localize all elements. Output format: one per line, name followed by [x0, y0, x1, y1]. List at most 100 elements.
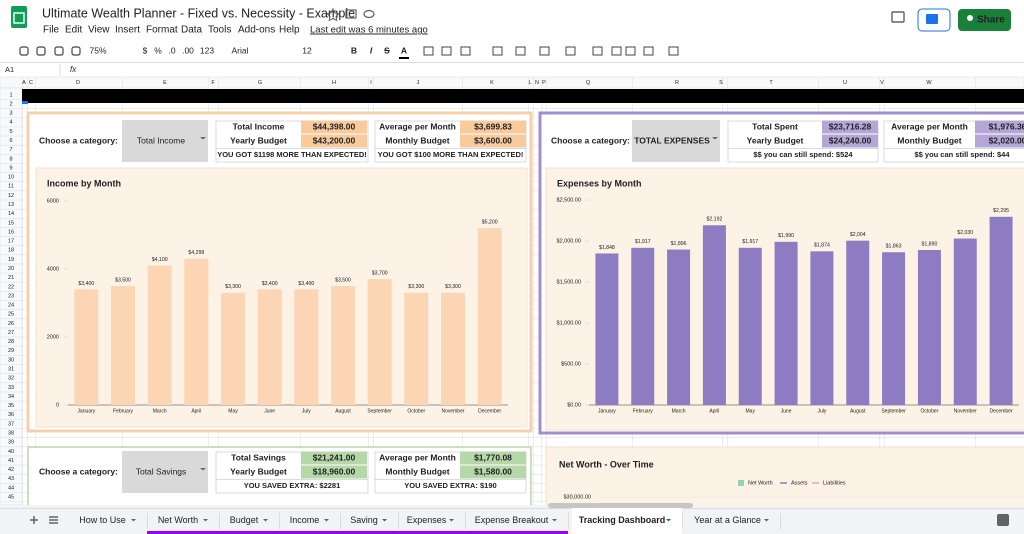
print-icon[interactable]	[54, 46, 64, 56]
bar	[882, 252, 906, 405]
toolbar-icon[interactable]	[643, 46, 654, 56]
y-tick-label: $500.00	[561, 361, 581, 367]
menu-item[interactable]: Insert	[115, 25, 140, 36]
category-dropdown[interactable]	[122, 451, 208, 493]
summary-label: Total Spent	[752, 121, 798, 131]
all-sheets-button[interactable]	[49, 516, 58, 524]
bar	[738, 247, 762, 405]
sheet-tab[interactable]: Budget	[230, 515, 259, 525]
sheet-tab[interactable]: Saving	[350, 515, 378, 525]
share-button[interactable]	[958, 9, 1011, 31]
x-tick-label: November	[441, 408, 464, 414]
toolbar-item[interactable]: .00	[182, 45, 194, 55]
x-tick-label: April	[191, 408, 201, 414]
column-letter: P	[542, 80, 546, 86]
menu-item[interactable]: Tools	[208, 25, 231, 36]
row-number: 38	[8, 430, 14, 436]
column-letter: E	[163, 80, 167, 86]
bar	[221, 292, 245, 405]
sheet-tab[interactable]: Year at a Glance	[694, 515, 761, 525]
sheet-tab[interactable]: Income	[290, 515, 320, 525]
toolbar-icon[interactable]	[668, 46, 679, 56]
summary-value: $1,976.36	[989, 121, 1024, 131]
toolbar-icon[interactable]	[539, 46, 550, 56]
toolbar-item[interactable]: 12	[302, 45, 312, 55]
column-letter: U	[843, 80, 847, 86]
menu-item[interactable]: Edit	[65, 25, 82, 36]
row-number: 22	[8, 284, 14, 290]
menu-item[interactable]: Add-ons	[238, 25, 275, 36]
dropdown-arrow	[712, 137, 718, 140]
star-icon[interactable]	[325, 7, 341, 22]
toolbar-icon[interactable]	[565, 46, 576, 56]
menu-item[interactable]: Help	[279, 25, 300, 36]
toolbar-item[interactable]: .0	[168, 45, 175, 55]
tab-menu-arrow	[324, 519, 329, 522]
toolbar-item[interactable]: %	[154, 45, 162, 55]
data-label: $1,917	[635, 239, 651, 245]
toolbar-item[interactable]: 123	[200, 45, 214, 55]
selected-cell	[22, 101, 28, 104]
document-title[interactable]: Ultimate Wealth Planner - Fixed vs. Nece…	[42, 6, 355, 20]
toolbar-icon[interactable]	[441, 46, 452, 56]
sheet-tab[interactable]: How to Use	[79, 515, 126, 525]
toolbar-item[interactable]: 75%	[89, 45, 106, 55]
paint-format-icon[interactable]	[71, 46, 81, 56]
app-header	[0, 0, 1024, 40]
x-tick-label: July	[302, 408, 311, 414]
toolbar-icon[interactable]	[460, 46, 471, 56]
legend-label: Liabilities	[823, 480, 846, 486]
toolbar-icon[interactable]	[492, 46, 503, 56]
value-cell	[460, 134, 526, 148]
data-label: $3,300	[225, 284, 241, 290]
column-letter: J	[417, 80, 420, 86]
summary-label: Average per Month	[379, 452, 456, 462]
redo-icon[interactable]	[36, 46, 46, 56]
tab-menu-arrow	[764, 519, 769, 522]
toolbar-icon[interactable]	[592, 46, 603, 56]
category-dropdown[interactable]	[632, 120, 720, 162]
sheet-tab[interactable]: Expense Breakout	[475, 515, 549, 525]
menu-item[interactable]: Format	[146, 25, 178, 36]
toolbar-item[interactable]: Arial	[231, 45, 248, 55]
sheet-tab[interactable]: Tracking Dashboard	[579, 515, 666, 525]
toolbar-item[interactable]: B	[351, 45, 357, 55]
toolbar-item[interactable]: A	[401, 45, 407, 55]
last-edit[interactable]: Last edit was 6 minutes ago	[310, 25, 428, 36]
category-dropdown[interactable]	[122, 120, 208, 162]
explore-button[interactable]	[997, 514, 1009, 526]
data-label: $3,500	[335, 277, 351, 283]
comment-icon[interactable]	[891, 11, 905, 23]
tab-color	[398, 531, 465, 534]
value-cell	[975, 120, 1024, 134]
toolbar-item[interactable]: S	[384, 45, 390, 55]
toolbar-item[interactable]: I	[370, 45, 373, 55]
row-number: 34	[8, 394, 14, 400]
toolbar-icon[interactable]	[611, 46, 622, 56]
sheet-tab[interactable]: Net Worth	[158, 515, 198, 525]
cloud-icon[interactable]	[363, 9, 375, 19]
column-letter: V	[880, 80, 884, 86]
sheet-tab[interactable]: Expenses	[407, 515, 447, 525]
row-number: 43	[8, 476, 14, 482]
x-tick-label: February	[633, 408, 654, 414]
x-tick-label: October	[407, 408, 425, 414]
data-label: $1,874	[814, 243, 830, 249]
undo-icon[interactable]	[19, 46, 29, 56]
column-letter: H	[332, 80, 336, 86]
menu-item[interactable]: Data	[181, 25, 203, 36]
data-label: $1,896	[671, 241, 687, 247]
x-tick-label: December	[478, 408, 501, 414]
toolbar-icon[interactable]	[625, 46, 636, 56]
toolbar-item[interactable]: $	[143, 45, 148, 55]
toolbar-icon[interactable]	[423, 46, 434, 56]
chart-title: Expenses by Month	[557, 178, 642, 188]
add-sheet-button[interactable]	[30, 516, 38, 524]
menu-item[interactable]: View	[88, 25, 110, 36]
tab-color	[279, 531, 340, 534]
menu-item[interactable]: File	[43, 25, 60, 36]
toolbar-icon[interactable]	[515, 46, 526, 56]
x-tick-label: January	[598, 408, 616, 414]
move-icon[interactable]	[345, 9, 357, 19]
